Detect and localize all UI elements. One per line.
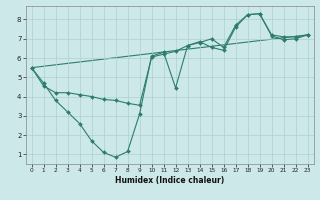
X-axis label: Humidex (Indice chaleur): Humidex (Indice chaleur) bbox=[115, 176, 224, 185]
